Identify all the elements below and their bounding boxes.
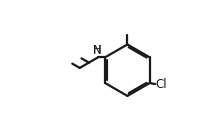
Text: H: H xyxy=(93,45,102,55)
Text: Cl: Cl xyxy=(156,78,167,91)
Text: N: N xyxy=(93,44,102,57)
